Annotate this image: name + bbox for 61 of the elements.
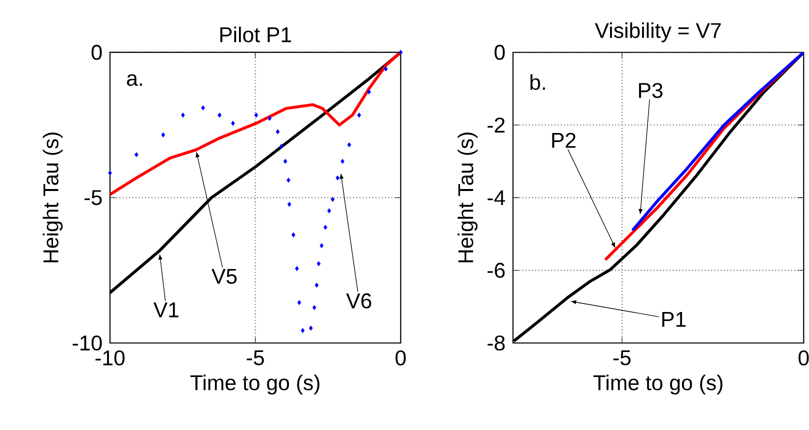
annotation: V1 <box>153 302 178 318</box>
x-tick-label: -5 <box>613 350 631 366</box>
point <box>308 326 313 331</box>
point <box>201 105 205 110</box>
point <box>314 282 319 288</box>
point <box>268 116 272 121</box>
x-tick-label: -10 <box>96 350 125 366</box>
point <box>312 305 316 310</box>
point <box>108 170 112 176</box>
point <box>292 232 296 238</box>
chart-title: Pilot P1 <box>220 26 292 42</box>
point <box>357 112 361 118</box>
point <box>295 266 299 271</box>
point <box>279 144 284 149</box>
annotation: V6 <box>346 293 372 308</box>
point <box>134 152 138 158</box>
x-tick-label: -5 <box>246 350 264 366</box>
x-axis-title: Time to go (s) <box>190 374 320 395</box>
point <box>347 142 352 148</box>
y-tick-label: -5 <box>84 190 102 206</box>
point <box>297 300 302 306</box>
chart-title: Visibility = V7 <box>594 22 721 42</box>
point <box>283 158 288 164</box>
point <box>398 50 403 55</box>
point <box>181 112 185 118</box>
point <box>161 132 166 138</box>
point <box>336 176 340 180</box>
point <box>286 178 290 183</box>
y-tick-label: -8 <box>488 335 505 351</box>
point <box>276 129 280 134</box>
point <box>367 89 371 94</box>
y-axis-title: Height Tau (s) <box>458 132 478 262</box>
point <box>324 224 328 230</box>
y-tick-label: -10 <box>72 335 102 351</box>
annotation: P2 <box>552 132 576 148</box>
point <box>300 328 305 333</box>
y-tick-label: 0 <box>92 44 102 60</box>
y-axis-title: Height Tau (s) <box>42 132 63 262</box>
point <box>320 243 324 248</box>
annotation: P1 <box>662 312 686 327</box>
annotation: a. <box>127 74 142 86</box>
annotation: P3 <box>639 82 662 98</box>
x-tick-label: 0 <box>396 350 406 366</box>
point <box>330 197 335 202</box>
point <box>287 202 292 207</box>
point <box>384 66 388 72</box>
annotation: V5 <box>212 268 237 284</box>
y-tick-label: -6 <box>488 262 505 278</box>
y-tick-label: -2 <box>488 118 505 132</box>
point <box>340 158 344 164</box>
line-series <box>631 52 804 232</box>
x-tick-label: 0 <box>798 350 809 366</box>
y-tick-label: 0 <box>494 44 505 60</box>
point <box>327 208 332 214</box>
point <box>218 112 222 118</box>
point <box>231 120 235 126</box>
x-axis-title: Time to go (s) <box>593 374 722 395</box>
point <box>254 112 258 118</box>
y-tick-label: -4 <box>488 190 505 206</box>
point <box>316 261 321 266</box>
annotation: b. <box>530 74 545 90</box>
